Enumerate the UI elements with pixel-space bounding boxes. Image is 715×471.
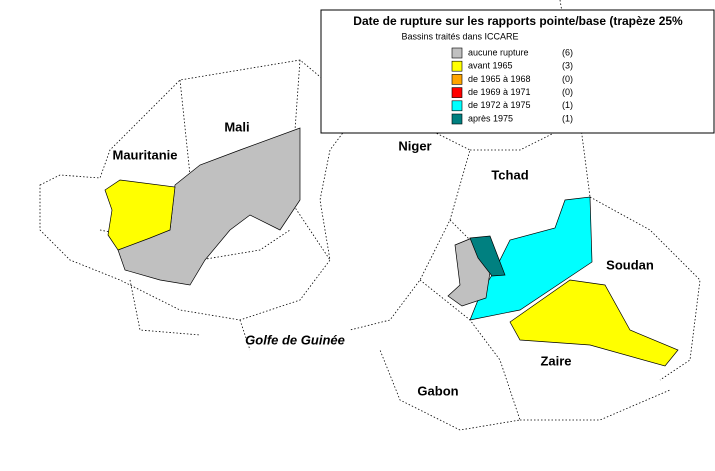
basin-teal bbox=[469, 235, 506, 277]
country-label: Soudan bbox=[606, 257, 654, 272]
legend-label: de 1969 à 1971 bbox=[468, 87, 531, 97]
country-label: Niger bbox=[398, 138, 431, 153]
country-label: Tchad bbox=[491, 167, 528, 182]
basins bbox=[104, 127, 679, 367]
legend-swatch bbox=[451, 74, 463, 85]
sea-label: Golfe de Guinée bbox=[245, 332, 345, 347]
legend-label: après 1975 bbox=[468, 113, 513, 123]
legend-swatch bbox=[451, 87, 463, 98]
legend-count: (0) bbox=[562, 74, 573, 84]
legend-swatch bbox=[451, 100, 463, 112]
legend-label: aucune rupture bbox=[468, 47, 529, 57]
legend-swatch bbox=[451, 60, 463, 72]
legend-label: de 1965 à 1968 bbox=[468, 74, 531, 84]
legend-label: de 1972 à 1975 bbox=[468, 100, 531, 110]
country-label: Gabon bbox=[417, 383, 458, 398]
legend-title: Date de rupture sur les rapports pointe/… bbox=[353, 14, 683, 28]
legend-swatch bbox=[451, 113, 463, 125]
basin-yellow-east bbox=[509, 279, 679, 367]
legend-box bbox=[320, 9, 715, 134]
legend-swatch bbox=[451, 47, 463, 59]
country-label: Mali bbox=[224, 119, 249, 134]
legend-count: (1) bbox=[562, 113, 573, 123]
country-label: Mauritanie bbox=[112, 147, 177, 162]
legend-count: (0) bbox=[562, 87, 573, 97]
country-labels: Mali Mauritanie Niger Tchad Soudan Zaire… bbox=[112, 119, 653, 398]
legend-count: (1) bbox=[562, 100, 573, 110]
country-label: Zaire bbox=[540, 353, 571, 368]
legend-subtitle: Bassins traités dans ICCARE bbox=[401, 31, 518, 41]
legend: Date de rupture sur les rapports pointe/… bbox=[320, 9, 715, 134]
legend-count: (3) bbox=[562, 61, 573, 71]
legend-count: (6) bbox=[562, 47, 573, 57]
basin-yellow bbox=[104, 179, 176, 251]
legend-label: avant 1965 bbox=[468, 61, 513, 71]
